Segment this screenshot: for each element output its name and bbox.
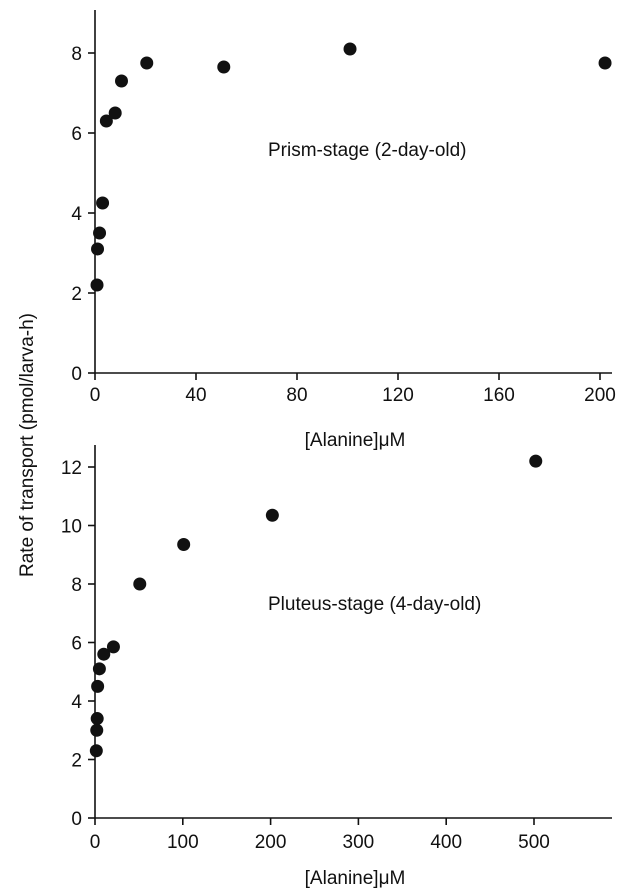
top-y-tick-label: 6 bbox=[71, 124, 82, 145]
bottom-data-point bbox=[529, 454, 543, 468]
bottom-x-tick-label: 400 bbox=[430, 832, 462, 853]
bottom-x-tick-label: 300 bbox=[343, 832, 375, 853]
bottom-x-tick-label: 200 bbox=[255, 832, 287, 853]
top-y-tick-label: 2 bbox=[71, 284, 82, 305]
top-y-tick-label: 4 bbox=[71, 204, 82, 225]
bottom-data-point bbox=[97, 647, 111, 661]
top-x-tick-label: 120 bbox=[382, 385, 414, 406]
bottom-ticks: 0 100 200 300 400 500 0 2 4 6 8 10 12 bbox=[61, 458, 550, 853]
top-x-axis-label: [Alanine]μM bbox=[305, 430, 406, 451]
top-data-point bbox=[343, 42, 357, 56]
bottom-data-point bbox=[106, 640, 120, 654]
bottom-x-tick-label: 500 bbox=[518, 832, 550, 853]
bottom-data-point bbox=[90, 712, 104, 726]
top-data-point bbox=[99, 114, 113, 128]
top-data-point bbox=[140, 56, 154, 70]
bottom-data-point bbox=[177, 538, 191, 552]
y-axis-label: Rate of transport (pmol/larva-h) bbox=[17, 313, 38, 577]
pluteus-stage-annotation: Pluteus-stage (4-day-old) bbox=[268, 594, 481, 615]
bottom-y-tick-label: 12 bbox=[61, 458, 82, 479]
bottom-x-tick-label: 0 bbox=[90, 832, 101, 853]
bottom-y-tick-label: 2 bbox=[71, 751, 82, 772]
prism-stage-annotation: Prism-stage (2-day-old) bbox=[268, 140, 467, 161]
bottom-data-point bbox=[89, 744, 103, 758]
bottom-x-tick-label: 100 bbox=[167, 832, 199, 853]
top-data-point bbox=[91, 242, 105, 256]
pluteus-stage-chart: 0 100 200 300 400 500 0 2 4 6 8 10 12 Pluteus-stage … bbox=[61, 445, 612, 889]
top-y-tick-label: 0 bbox=[71, 364, 82, 385]
bottom-data-point bbox=[133, 577, 147, 591]
bottom-points bbox=[89, 454, 543, 758]
top-x-tick-label: 80 bbox=[286, 385, 307, 406]
bottom-data-point bbox=[265, 508, 279, 522]
bottom-data-point bbox=[92, 662, 106, 676]
top-ticks: 0 40 80 120 160 200 0 2 4 6 8 bbox=[71, 44, 615, 406]
top-data-point bbox=[96, 196, 110, 210]
bottom-y-tick-label: 6 bbox=[71, 634, 82, 655]
bottom-y-tick-label: 8 bbox=[71, 575, 82, 596]
bottom-y-tick-label: 4 bbox=[71, 692, 82, 713]
top-x-tick-label: 160 bbox=[483, 385, 515, 406]
top-points bbox=[90, 42, 612, 292]
top-data-point bbox=[115, 74, 129, 88]
top-data-point bbox=[217, 60, 231, 74]
top-data-point bbox=[90, 278, 104, 292]
top-x-tick-label: 200 bbox=[584, 385, 616, 406]
top-x-tick-label: 40 bbox=[185, 385, 206, 406]
top-data-point bbox=[598, 56, 612, 70]
bottom-y-tick-label: 0 bbox=[71, 809, 82, 830]
bottom-x-axis-label: [Alanine]μM bbox=[305, 868, 406, 889]
prism-stage-chart: 0 40 80 120 160 200 0 2 4 6 8 Prism-stage (2-day-o… bbox=[71, 10, 616, 451]
bottom-data-point bbox=[90, 723, 104, 737]
top-x-tick-label: 0 bbox=[90, 385, 101, 406]
top-data-point bbox=[108, 106, 122, 120]
bottom-data-point bbox=[91, 679, 105, 693]
top-data-point bbox=[93, 226, 107, 240]
top-y-tick-label: 8 bbox=[71, 44, 82, 65]
bottom-y-tick-label: 10 bbox=[61, 517, 82, 538]
